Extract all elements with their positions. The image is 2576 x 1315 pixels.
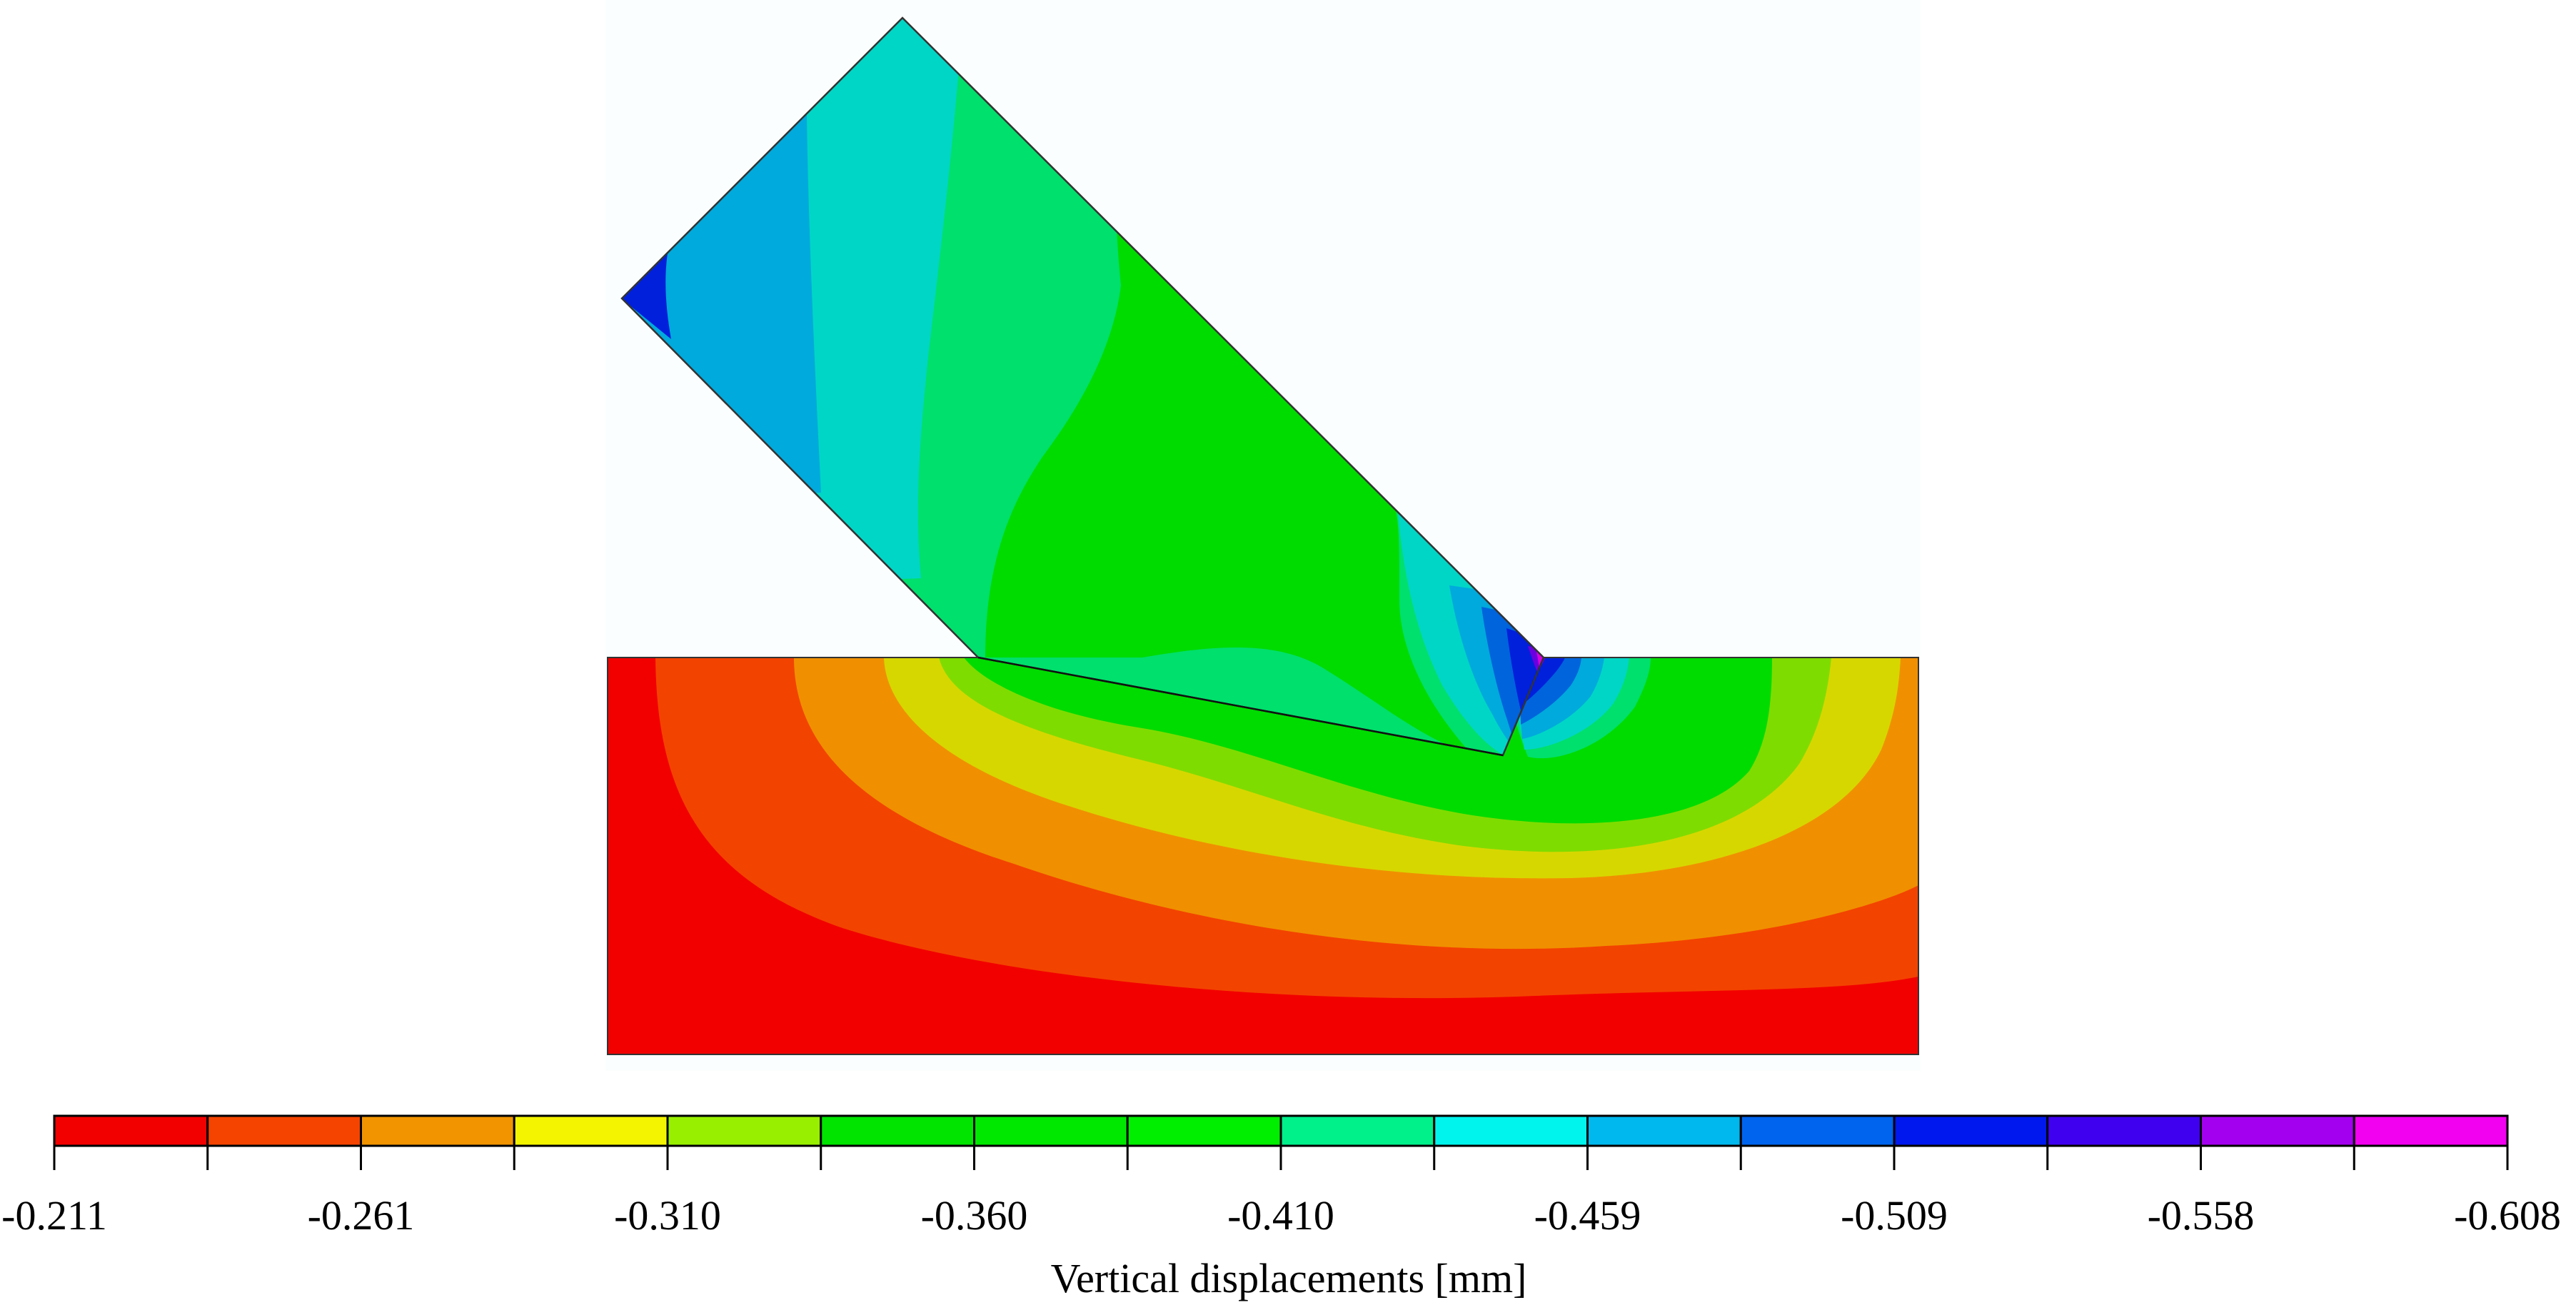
colorbar-tick-label: -0.261	[308, 1192, 415, 1239]
colorbar-band	[2353, 1114, 2509, 1147]
colorbar-band	[1279, 1114, 1436, 1147]
colorbar	[53, 1114, 2509, 1147]
tool-contact-edge	[977, 656, 1504, 757]
colorbar-band	[2200, 1114, 2355, 1147]
colorbar-tick-label: -0.459	[1534, 1192, 1641, 1239]
colorbar-band	[2046, 1114, 2202, 1147]
colorbar-tick-label: -0.608	[2454, 1192, 2561, 1239]
colorbar-ticks	[53, 1146, 2509, 1170]
colorbar-band	[1126, 1114, 1282, 1147]
colorbar-labels: -0.211 -0.261 -0.310 -0.360 -0.410 -0.459 -0.5…	[1, 1192, 2561, 1239]
colorbar-band	[1893, 1114, 2049, 1147]
colorbar-band	[1586, 1114, 1742, 1147]
colorbar-band	[206, 1114, 362, 1147]
colorbar-band	[53, 1114, 209, 1147]
colorbar-band	[820, 1114, 975, 1147]
tool-band-c11	[622, 253, 671, 339]
colorbar-band	[513, 1114, 669, 1147]
tool-band-c13	[1536, 651, 1544, 667]
colorbar-tick-label: -0.410	[1227, 1192, 1334, 1239]
colorbar-band	[360, 1114, 515, 1147]
colorbar-tick-label: -0.310	[614, 1192, 721, 1239]
colorbar-band	[1739, 1114, 1896, 1147]
colorbar-tick-label: -0.558	[2148, 1192, 2255, 1239]
colorbar-band	[973, 1114, 1129, 1147]
colorbar-tick-label: -0.509	[1841, 1192, 1948, 1239]
colorbar-band	[666, 1114, 822, 1147]
substrate-block	[607, 657, 1919, 1055]
colorbar-tick-label: -0.211	[1, 1192, 107, 1239]
colorbar-tick-label: -0.360	[921, 1192, 1028, 1239]
colorbar-band	[1433, 1114, 1589, 1147]
colorbar-title: Vertical displacements [mm]	[1051, 1255, 1527, 1301]
